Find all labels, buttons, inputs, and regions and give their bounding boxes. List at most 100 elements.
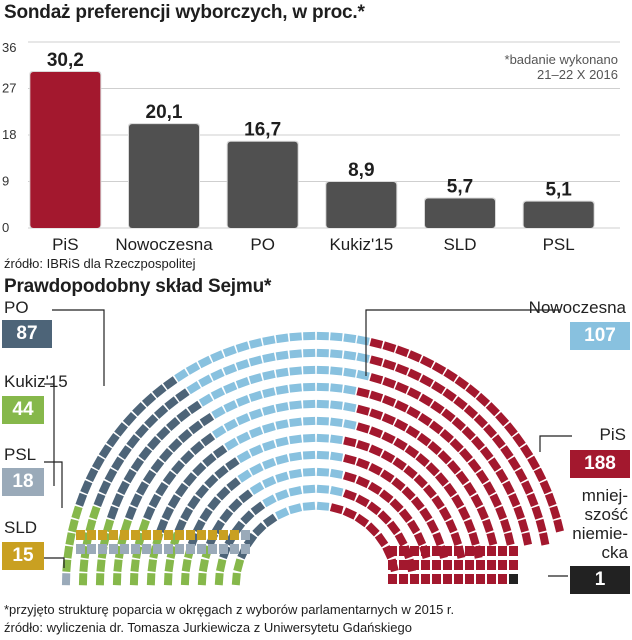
seat — [508, 493, 521, 508]
seat — [544, 492, 557, 507]
seat — [415, 453, 430, 468]
y-tick-label: 9 — [2, 174, 9, 189]
seat — [207, 496, 222, 511]
seat — [288, 451, 303, 462]
seat — [316, 348, 329, 358]
seat — [138, 518, 150, 533]
seat — [87, 544, 96, 554]
seat — [178, 429, 193, 443]
seat — [401, 486, 416, 501]
badge-nowoczesna: 107 — [570, 322, 630, 350]
seat — [131, 530, 140, 540]
poll-bar-chart: 0 9 18 27 36 30,2 PiS 20,1 Nowoczesna 16,7 PO 8,9 Ku… — [2, 40, 620, 254]
seat — [130, 559, 140, 573]
seat — [368, 426, 384, 439]
seat — [342, 507, 357, 520]
badge-sld: 15 — [2, 542, 44, 570]
seat — [87, 530, 96, 540]
seat — [248, 408, 263, 420]
seat — [228, 498, 243, 513]
seat — [275, 454, 289, 465]
seat — [381, 431, 396, 445]
seat — [118, 445, 132, 460]
seat — [512, 432, 526, 448]
seat — [539, 532, 550, 546]
seat — [198, 558, 209, 573]
seat — [103, 518, 115, 533]
seat — [210, 350, 225, 363]
seat — [91, 455, 105, 471]
seat — [303, 348, 316, 358]
seat — [381, 394, 397, 407]
seat — [164, 530, 173, 540]
seat — [161, 506, 175, 521]
seat — [78, 573, 88, 586]
seat — [166, 417, 181, 431]
seat — [431, 381, 446, 395]
seat — [405, 425, 421, 439]
seat — [302, 484, 316, 494]
x-tick-label: Kukiz'15 — [329, 235, 393, 254]
seat — [289, 400, 303, 410]
seat — [369, 355, 384, 367]
badge-kukiz: 44 — [2, 396, 44, 424]
seat — [419, 374, 434, 388]
seat — [98, 444, 113, 459]
seat — [187, 400, 202, 415]
label-pis: PiS — [599, 425, 626, 444]
seat — [107, 505, 119, 520]
seat — [180, 572, 190, 586]
seat — [439, 429, 454, 443]
seat — [109, 544, 118, 554]
seat — [509, 574, 518, 584]
seat — [366, 501, 382, 516]
seat — [422, 484, 437, 499]
seat — [288, 486, 303, 497]
seat — [120, 518, 132, 533]
seat — [443, 482, 458, 498]
data-label: 5,1 — [545, 180, 572, 201]
seat — [130, 457, 145, 472]
seat — [190, 441, 205, 455]
seat — [142, 530, 151, 540]
seat — [455, 470, 470, 486]
seat — [130, 493, 143, 508]
seat — [262, 369, 276, 381]
seat — [356, 335, 370, 346]
seat — [289, 366, 303, 376]
seat — [386, 520, 401, 536]
data-label: 30,2 — [47, 50, 84, 71]
seat — [222, 363, 238, 376]
bar — [30, 71, 101, 228]
seat — [513, 505, 525, 520]
seat — [500, 518, 512, 533]
seat — [211, 406, 226, 419]
seat — [410, 560, 419, 570]
seat — [355, 457, 370, 470]
seat — [275, 507, 290, 520]
seat — [342, 489, 357, 501]
seat — [262, 335, 276, 346]
seat — [186, 381, 201, 395]
seat — [329, 349, 343, 359]
seat — [407, 350, 422, 363]
seat — [262, 422, 276, 434]
seat — [355, 494, 370, 508]
seat — [180, 450, 195, 465]
seat — [483, 423, 498, 439]
seat — [485, 402, 500, 417]
seat — [248, 390, 263, 402]
seat — [174, 519, 187, 534]
seat — [120, 530, 129, 540]
seat — [330, 383, 343, 393]
seat — [204, 474, 219, 489]
seat — [164, 396, 179, 411]
seat — [230, 530, 239, 540]
seat — [174, 482, 189, 498]
label-sld: SLD — [4, 518, 38, 537]
seat — [316, 416, 329, 426]
seat — [153, 404, 169, 419]
x-tick-label: PiS — [52, 235, 78, 254]
seat — [197, 530, 206, 540]
seat — [473, 414, 488, 429]
